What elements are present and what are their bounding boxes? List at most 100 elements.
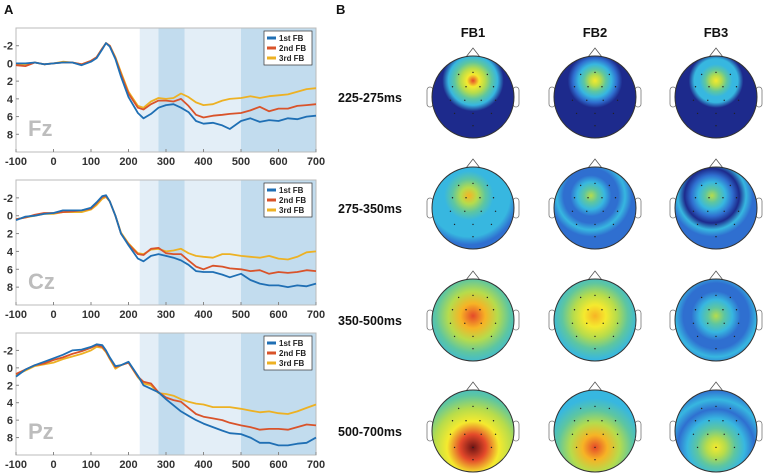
topomap-fb3-275-350ms (669, 158, 763, 250)
electrode-dot (464, 210, 466, 212)
electrode-dot (571, 322, 574, 324)
topomap-fb1-500-700ms (426, 381, 520, 473)
electrode-dot (601, 309, 603, 311)
electrode-dot (696, 223, 699, 226)
electrode-dot (737, 99, 740, 101)
nose-icon (465, 270, 481, 281)
nose-icon (708, 47, 724, 58)
topomap-fb3-350-500ms (669, 270, 763, 362)
electrode-dot (494, 433, 497, 435)
time-window-280-350 (158, 28, 185, 152)
scalp-map (431, 278, 515, 362)
row-label: 350-500ms (338, 314, 402, 328)
time-window-230-280 (139, 333, 159, 455)
legend-label: 2nd FB (279, 44, 306, 53)
electrode-dot (616, 322, 619, 324)
electrode-dot (700, 407, 703, 410)
electrode-dot (715, 236, 717, 238)
x-tick-label: 600 (269, 459, 287, 471)
electrode-dot (494, 210, 497, 212)
electrode-dot (708, 86, 710, 88)
x-tick-label: 600 (269, 309, 287, 321)
electrode-dot (729, 184, 732, 187)
time-window-350-500 (184, 180, 241, 305)
scalp-map (431, 389, 515, 473)
electrode-dot (594, 348, 596, 350)
electrode-dot (708, 197, 710, 199)
electrode-dot (573, 86, 576, 88)
scalp-map (553, 278, 637, 362)
scalp-map (431, 166, 515, 250)
electrode-dot (601, 420, 603, 422)
electrode-dot (733, 446, 736, 449)
electrode-dot (464, 322, 466, 324)
time-window-350-500 (184, 28, 241, 152)
electrode-dot (494, 322, 497, 324)
electrode-dot (694, 86, 697, 88)
y-tick-label: -2 (3, 345, 13, 357)
electrode-dot (733, 223, 736, 226)
electrode-dot (457, 184, 460, 187)
topomap-fb1-275-350ms (426, 158, 520, 250)
electrode-dot (586, 322, 588, 324)
electrode-dot (453, 223, 456, 226)
electrode-dot (735, 86, 738, 88)
topomap-fb2-350-500ms (548, 270, 642, 362)
electrode-dot (723, 99, 725, 101)
legend-label: 2nd FB (279, 196, 306, 205)
electrode-dot (715, 182, 717, 185)
electrode-dot (729, 407, 732, 410)
scalp-map (674, 55, 758, 139)
electrode-dot (715, 335, 717, 338)
x-tick-label: 0 (50, 309, 56, 321)
nose-icon (465, 381, 481, 392)
electrode-label: Cz (28, 269, 55, 294)
x-tick-label: 500 (232, 309, 250, 321)
electrode-dot (472, 294, 474, 297)
x-tick-label: 100 (82, 309, 100, 321)
electrode-dot (457, 296, 460, 299)
electrode-dot (579, 73, 582, 76)
x-tick-label: 700 (307, 459, 325, 471)
topomap-fb1-225-275ms (426, 47, 520, 139)
electrode-dot (707, 99, 709, 101)
y-tick-label: 6 (7, 264, 13, 276)
electrode-dot (451, 309, 454, 311)
electrode-dot (579, 184, 582, 187)
y-tick-label: 2 (7, 229, 13, 241)
electrode-dot (472, 112, 474, 115)
electrode-dot (472, 335, 474, 338)
electrode-dot (575, 446, 578, 449)
y-tick-label: 8 (7, 282, 13, 294)
x-tick-label: 200 (119, 309, 137, 321)
x-tick-label: 400 (194, 309, 212, 321)
electrode-dot (608, 296, 611, 299)
electrode-dot (451, 420, 454, 422)
electrode-dot (735, 309, 738, 311)
electrode-dot (708, 420, 710, 422)
legend-label: 2nd FB (279, 349, 306, 358)
electrode-dot (472, 125, 474, 127)
electrode-dot (692, 99, 695, 101)
electrode-dot (715, 112, 717, 115)
electrode-dot (579, 296, 582, 299)
electrode-dot (587, 309, 589, 311)
electrode-dot (715, 294, 717, 297)
electrode-dot (573, 309, 576, 311)
topomap-fb3-500-700ms (669, 381, 763, 473)
electrode-dot (594, 223, 596, 226)
series-line-1st-fb (16, 42, 317, 130)
electrode-dot (616, 210, 619, 212)
topomap-fb2-225-275ms (548, 47, 642, 139)
electrode-dot (696, 112, 699, 115)
nose-icon (587, 158, 603, 169)
electrode-dot (735, 420, 738, 422)
electrode-dot (465, 86, 467, 88)
y-tick-label: 4 (7, 398, 14, 410)
row-label: 225-275ms (338, 91, 402, 105)
electrode-dot (457, 407, 460, 410)
x-tick-label: 200 (119, 156, 137, 168)
electrode-dot (587, 197, 589, 199)
nose-icon (587, 47, 603, 58)
